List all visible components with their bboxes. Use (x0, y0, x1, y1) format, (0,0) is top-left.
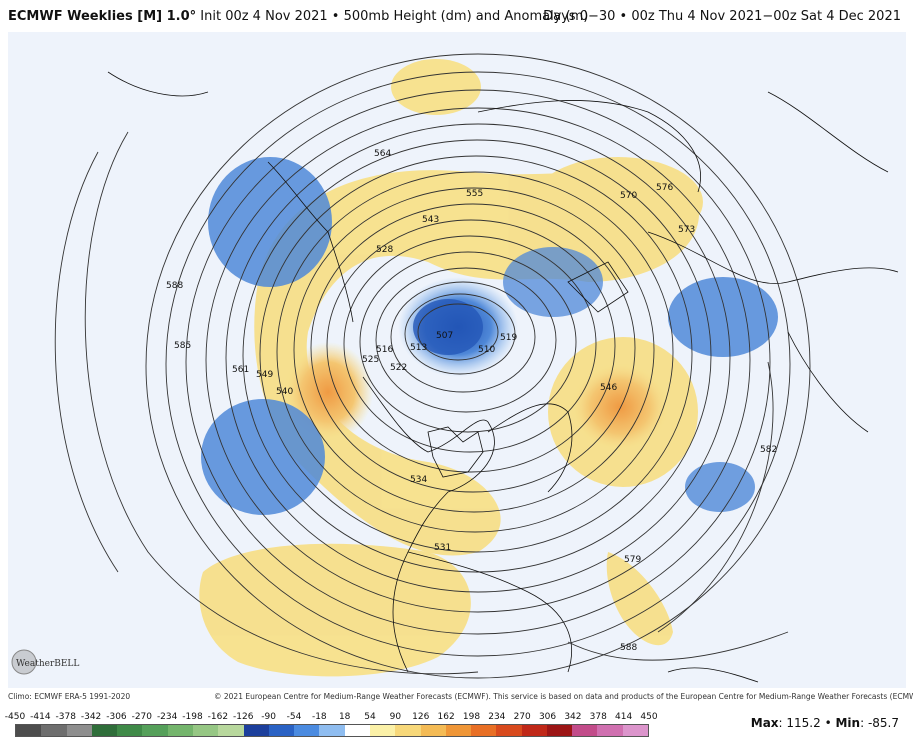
colorbar-tick-label: -234 (156, 712, 178, 722)
colorbar-tick-label: 126 (412, 712, 430, 722)
colorbar-tick-label: 306 (538, 712, 557, 722)
contour-label: 516 (376, 345, 393, 355)
colorbar-tick-label: -306 (106, 712, 127, 722)
copyright-text: © 2021 European Centre for Medium-Range … (214, 692, 913, 701)
colorbar-swatch (521, 725, 547, 736)
contour-label: 531 (434, 543, 451, 553)
colorbar-tick-label: 414 (615, 712, 633, 722)
colorbar-swatch (369, 725, 396, 736)
contour-label: 588 (166, 281, 183, 291)
colorbar-swatch (167, 725, 193, 736)
contour-label: 564 (374, 149, 391, 159)
contour-label-group: 564 555 543 528 588 585 561 549 540 516 … (166, 149, 777, 653)
contour-label: 528 (376, 245, 393, 255)
contour-label: 582 (760, 445, 777, 455)
colorbar-swatch (192, 725, 219, 736)
colorbar: -450 -414 -378 -342 -306 -270 -234 -198 -162 -126… (5, 712, 658, 737)
contour-label: 573 (678, 225, 695, 235)
colorbar-tick-label: 450 (640, 712, 658, 722)
contour-label: 513 (410, 343, 427, 353)
colorbar-swatch (420, 725, 446, 736)
colorbar-swatch (16, 725, 42, 736)
colorbar-swatch (294, 725, 320, 736)
height-contours (54, 53, 811, 679)
colorbar-swatch (445, 725, 472, 736)
header: ECMWF Weeklies [M] 1.0° Init 00z 4 Nov 2… (0, 0, 913, 32)
svg-text:WeatherBELL: WeatherBELL (16, 659, 79, 669)
valid-period: Days 0−30 • 00z Thu 4 Nov 2021−00z Sat 4… (543, 9, 901, 24)
contour-label: 534 (410, 475, 427, 485)
colorbar-tick-label: 90 (389, 712, 402, 722)
contour-label: 543 (422, 215, 439, 225)
colorbar-swatch (319, 725, 345, 736)
colorbar-swatch (597, 725, 623, 736)
contour-label: 510 (478, 345, 495, 355)
colorbar-swatch (142, 725, 168, 736)
contour-label: 585 (174, 341, 191, 351)
colorbar-tick-label: -450 (4, 712, 26, 722)
colorbar-tick-label: -270 (131, 712, 153, 722)
colorbar-swatches (15, 724, 649, 737)
colorbar-tick-label: -198 (182, 712, 203, 722)
weatherbell-logo: WeatherBELL (11, 649, 79, 675)
max-min-readout: Max: 115.2 • Min: -85.7 (750, 716, 899, 730)
negative-anomaly-areas (201, 157, 778, 515)
contour-label: 546 (600, 383, 617, 393)
colorbar-tick-label: 54 (364, 712, 376, 722)
colorbar-swatch (496, 725, 522, 736)
colorbar-swatch (41, 725, 67, 736)
colorbar-tick-label: 270 (513, 712, 531, 722)
contour-label: 549 (256, 370, 273, 380)
colorbar-swatch (546, 725, 573, 736)
contour-label: 540 (276, 387, 293, 397)
colorbar-swatch (471, 725, 497, 736)
colorbar-tick-label: -378 (55, 712, 76, 722)
colorbar-tick-label: 234 (488, 712, 506, 722)
contour-label: 570 (620, 191, 637, 201)
colorbar-swatch (622, 725, 649, 736)
colorbar-swatch (91, 725, 118, 736)
colorbar-swatch (395, 725, 421, 736)
climo-text: Climo: ECMWF ERA-5 1991-2020 (8, 692, 131, 701)
contour-label: 507 (436, 331, 453, 341)
contour-label: 588 (620, 643, 637, 653)
colorbar-tick-labels: -450 -414 -378 -342 -306 -270 -234 -198 -162 -126… (5, 712, 658, 723)
contour-label: 579 (624, 555, 641, 565)
colorbar-swatch (218, 725, 244, 736)
colorbar-tick-label: -162 (207, 712, 229, 722)
colorbar-tick-label: -342 (80, 712, 102, 722)
colorbar-swatch (243, 725, 269, 736)
map-title: ECMWF Weeklies [M] 1.0° Init 00z 4 Nov 2… (8, 9, 589, 24)
colorbar-tick-label: -126 (233, 712, 254, 722)
colorbar-tick-label: -18 (311, 712, 327, 722)
contour-label: 525 (362, 355, 379, 365)
colorbar-tick-label: -54 (286, 712, 302, 722)
colorbar-swatch (66, 725, 92, 736)
colorbar-swatch (268, 725, 295, 736)
colorbar-tick-label: 342 (564, 712, 582, 722)
colorbar-swatch (572, 725, 598, 736)
colorbar-swatch (117, 725, 143, 736)
contour-label: 519 (500, 333, 517, 343)
colorbar-tick-label: -90 (261, 712, 276, 722)
contour-label: 561 (232, 365, 249, 375)
contour-label: 555 (466, 189, 483, 199)
map-svg: 564 555 543 528 588 585 561 549 540 516 … (8, 32, 906, 688)
contour-label: 576 (656, 183, 673, 193)
colorbar-tick-label: 162 (437, 712, 455, 722)
colorbar-tick-label: 18 (338, 712, 351, 722)
map-panel[interactable]: 564 555 543 528 588 585 561 549 540 516 … (8, 32, 906, 688)
coastlines (107, 71, 899, 683)
colorbar-tick-label: -414 (30, 712, 51, 722)
colorbar-tick-label: 378 (589, 712, 607, 722)
colorbar-swatch (344, 725, 370, 736)
footer: Climo: ECMWF ERA-5 1991-2020 © 2021 Euro… (8, 690, 913, 704)
colorbar-tick-label: 198 (462, 712, 481, 722)
contour-label: 522 (390, 363, 407, 373)
